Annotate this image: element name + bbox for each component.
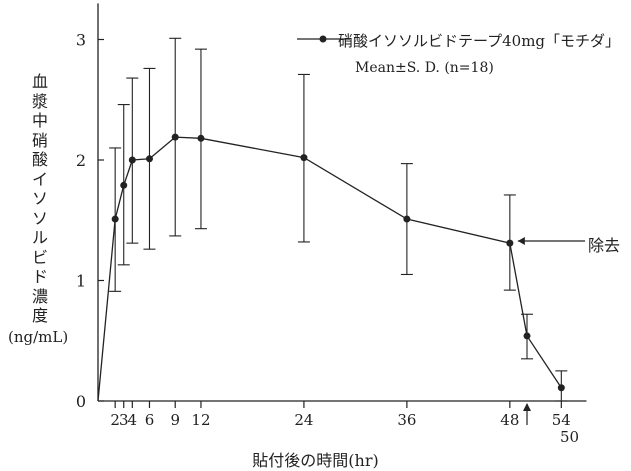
y-axis-unit: (ng/mL) [8, 328, 69, 346]
x-tick-label-50: 50 [560, 428, 580, 446]
data-point [557, 384, 565, 392]
data-point [300, 154, 308, 162]
x-tick-label: 12 [191, 411, 210, 429]
data-point [111, 215, 119, 223]
y-axis-label: 血漿中硝酸イソソルビド濃度 [31, 72, 48, 325]
data-point [403, 215, 411, 223]
legend-stats: Mean±S. D. (n=18) [355, 60, 494, 76]
x-tick-label: 54 [552, 411, 571, 429]
removal-annotation: 除去 [588, 236, 621, 255]
x-tick-label: 2 [110, 411, 120, 429]
series-line [97, 136, 562, 402]
x-tick-label: 24 [294, 411, 313, 429]
x-tick-label: 36 [397, 411, 416, 429]
data-point [197, 134, 205, 142]
x-tick-label: 48 [500, 411, 519, 429]
legend-series-name: 硝酸イソソルビドテープ40mg「モチダ」 [338, 32, 621, 50]
legend-marker [319, 35, 327, 43]
data-point [128, 156, 136, 164]
data-point [523, 332, 531, 340]
data-point [145, 155, 153, 163]
data-point [506, 239, 514, 247]
y-tick-label: 3 [76, 31, 86, 50]
data-point [171, 133, 179, 141]
x-tick-label: 4 [128, 411, 138, 429]
x-tick-label: 3 [119, 411, 129, 429]
x-50-arrow-head [523, 403, 531, 411]
x-tick-label: 6 [145, 411, 155, 429]
y-tick-label: 1 [76, 272, 86, 291]
y-tick-label: 2 [76, 151, 86, 170]
data-point [120, 181, 128, 189]
x-axis-label: 貼付後の時間(hr) [252, 451, 379, 470]
removal-arrow-head [517, 237, 525, 245]
y-tick-label: 0 [76, 392, 86, 411]
x-tick-label: 9 [170, 411, 180, 429]
